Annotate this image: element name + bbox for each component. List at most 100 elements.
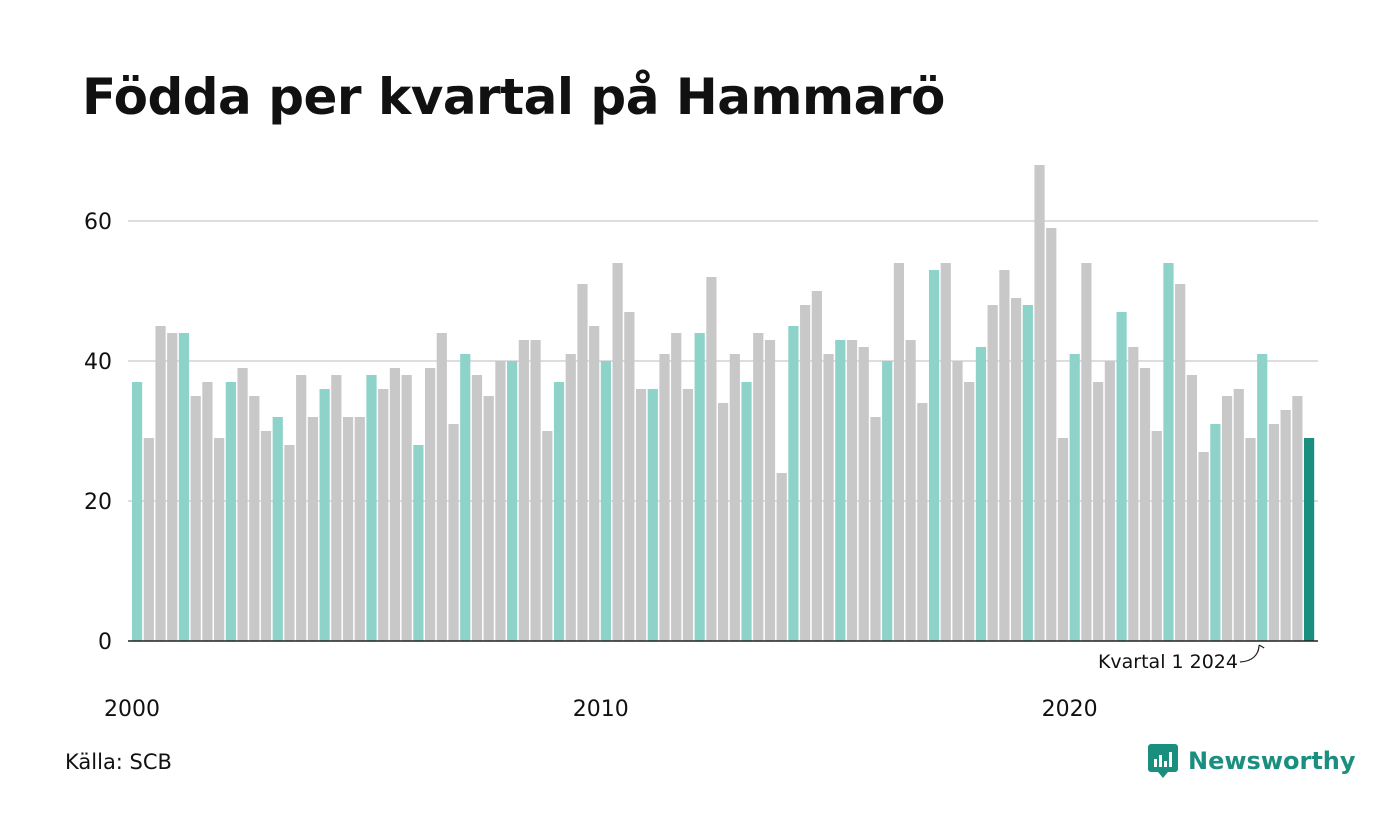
x-tick-label: 2010 bbox=[573, 697, 629, 722]
bar bbox=[483, 396, 494, 641]
bar bbox=[284, 445, 295, 641]
bar bbox=[788, 326, 799, 641]
bar bbox=[718, 403, 729, 641]
bar bbox=[1175, 284, 1186, 641]
bar bbox=[1257, 354, 1268, 641]
bar bbox=[1104, 361, 1115, 641]
bar bbox=[846, 340, 858, 641]
bar bbox=[190, 396, 201, 641]
bar bbox=[823, 354, 834, 641]
bar bbox=[331, 375, 342, 641]
bar bbox=[1069, 354, 1080, 641]
bar bbox=[671, 333, 682, 641]
x-tick-label: 2000 bbox=[104, 697, 160, 722]
bar bbox=[882, 361, 893, 641]
bar bbox=[260, 431, 272, 641]
bar bbox=[530, 340, 541, 641]
bar bbox=[1139, 368, 1151, 641]
bar bbox=[1057, 438, 1069, 641]
y-tick-label: 20 bbox=[84, 490, 112, 515]
bar bbox=[741, 382, 752, 641]
bar bbox=[366, 375, 377, 641]
bar bbox=[589, 326, 600, 641]
bar bbox=[507, 361, 518, 641]
bar bbox=[1210, 424, 1221, 641]
bar bbox=[1034, 165, 1045, 641]
bar bbox=[1116, 312, 1127, 641]
bar bbox=[565, 354, 576, 641]
bar bbox=[776, 473, 787, 641]
bar bbox=[178, 333, 190, 641]
bar bbox=[1292, 396, 1303, 641]
bar bbox=[1245, 438, 1256, 641]
bar bbox=[729, 354, 740, 641]
bar bbox=[753, 333, 764, 641]
bar bbox=[612, 263, 623, 641]
bar bbox=[296, 375, 307, 641]
bar bbox=[155, 326, 166, 641]
bar bbox=[378, 389, 389, 641]
bar bbox=[987, 305, 998, 641]
bar bbox=[706, 277, 717, 641]
bar bbox=[940, 263, 951, 641]
x-tick-label: 2020 bbox=[1042, 697, 1098, 722]
bar bbox=[600, 361, 611, 641]
bar bbox=[272, 417, 283, 641]
bar bbox=[1268, 424, 1280, 641]
bar bbox=[425, 368, 436, 641]
chart-title: Födda per kvartal på Hammarö bbox=[82, 68, 945, 126]
bar bbox=[249, 396, 260, 641]
bar bbox=[1022, 305, 1033, 641]
bar bbox=[214, 438, 225, 641]
bar bbox=[448, 424, 459, 641]
source-note: Källa: SCB bbox=[65, 750, 172, 774]
bars bbox=[132, 165, 1315, 641]
bar bbox=[1081, 263, 1092, 641]
newsworthy-logo-icon bbox=[1148, 744, 1178, 778]
bar bbox=[870, 417, 881, 641]
bar bbox=[682, 389, 694, 641]
bar bbox=[624, 312, 635, 641]
annotation-arrow bbox=[1239, 644, 1265, 663]
bar bbox=[1128, 347, 1139, 641]
bar bbox=[905, 340, 916, 641]
annotation: Kvartal 1 2024 bbox=[1098, 644, 1265, 673]
y-tick-label: 40 bbox=[84, 350, 112, 375]
bar bbox=[389, 368, 401, 641]
bar bbox=[436, 333, 447, 641]
bar bbox=[225, 382, 236, 641]
bar bbox=[1151, 431, 1162, 641]
bar bbox=[553, 382, 565, 641]
bar bbox=[342, 417, 354, 641]
bar bbox=[1198, 452, 1209, 641]
bar bbox=[413, 445, 424, 641]
bar bbox=[800, 305, 811, 641]
bar bbox=[1046, 228, 1057, 641]
bar bbox=[518, 340, 529, 641]
bar bbox=[635, 389, 647, 641]
bar bbox=[1280, 410, 1291, 641]
bar bbox=[999, 270, 1010, 641]
bar bbox=[401, 375, 412, 641]
bar bbox=[1093, 382, 1104, 641]
bar bbox=[1163, 263, 1174, 641]
brand-name: Newsworthy bbox=[1188, 747, 1356, 775]
y-axis-ticks: 0 20 40 60 bbox=[84, 210, 112, 655]
bar bbox=[143, 438, 154, 641]
bar bbox=[495, 361, 506, 641]
bar-chart: 0 20 40 60 2000 2010 2020 Kvartal 1 2024 bbox=[84, 165, 1318, 722]
annotation-label: Kvartal 1 2024 bbox=[1098, 651, 1238, 673]
bar bbox=[319, 389, 330, 641]
bar bbox=[917, 403, 928, 641]
bar bbox=[659, 354, 670, 641]
bar bbox=[928, 270, 940, 641]
bar bbox=[202, 382, 213, 641]
y-tick-label: 0 bbox=[98, 630, 112, 655]
bar bbox=[237, 368, 248, 641]
bar bbox=[964, 382, 975, 641]
bar bbox=[1304, 438, 1315, 641]
bar bbox=[647, 389, 658, 641]
bar bbox=[132, 382, 143, 641]
bar bbox=[1221, 396, 1233, 641]
bar bbox=[577, 284, 588, 641]
